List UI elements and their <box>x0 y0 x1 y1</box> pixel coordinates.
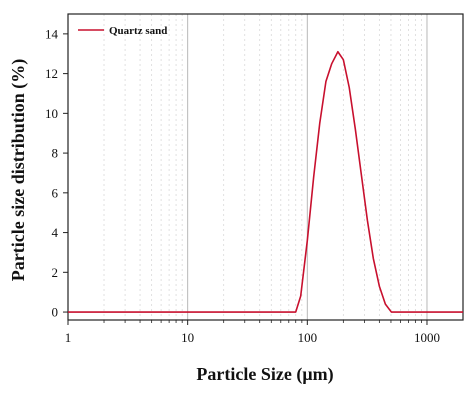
x-tick-label: 1000 <box>414 330 440 345</box>
y-tick-label: 8 <box>52 146 59 161</box>
y-tick-label: 2 <box>52 265 59 280</box>
y-tick-label: 6 <box>52 185 59 200</box>
legend-label: Quartz sand <box>109 25 167 37</box>
y-tick-label: 4 <box>52 225 59 240</box>
y-axis: 0 2 4 6 8 10 12 14 <box>45 26 68 320</box>
series-layer <box>68 50 463 313</box>
y-tick-label: 10 <box>45 106 58 121</box>
x-axis-title: Particle Size (μm) <box>196 364 333 385</box>
y-axis-title: Particle size distribution (%) <box>8 59 29 281</box>
series-line-quartz-sand <box>68 50 463 313</box>
x-axis: 1 10 100 1000 <box>65 320 440 345</box>
x-tick-label: 100 <box>298 330 318 345</box>
y-tick-label: 0 <box>52 305 59 320</box>
legend: Quartz sand <box>78 25 167 37</box>
y-tick-label: 14 <box>45 26 59 41</box>
grid-lines <box>103 14 428 320</box>
plot-frame <box>67 13 464 321</box>
x-tick-label: 1 <box>65 330 72 345</box>
y-tick-label: 12 <box>45 66 58 81</box>
x-tick-label: 10 <box>181 330 194 345</box>
